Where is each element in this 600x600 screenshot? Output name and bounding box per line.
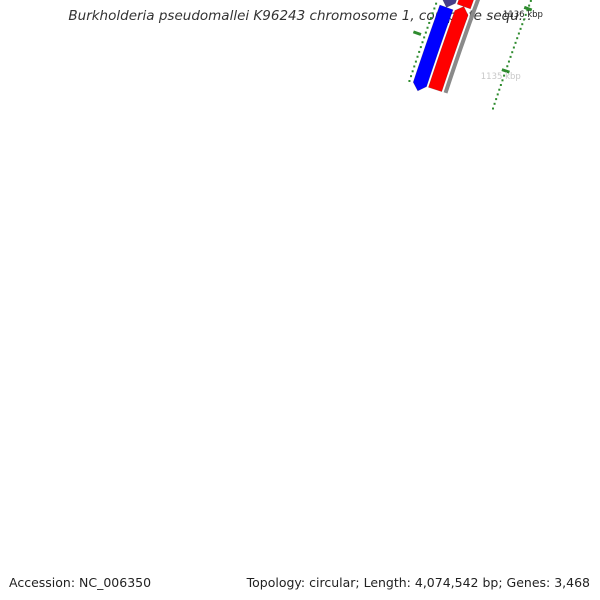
ring-dot-outer	[521, 23, 524, 26]
ring-dot-inner	[414, 60, 417, 63]
ring-dot-inner	[410, 75, 413, 78]
ring-dot-inner	[421, 41, 424, 44]
ring-dot-inner	[413, 65, 416, 68]
topology-text: Topology: circular; Length: 4,074,542 bp…	[246, 575, 590, 590]
ring-dot-outer	[528, 4, 531, 7]
ring-dot-outer	[514, 41, 517, 44]
map-title: Burkholderia pseudomallei K96243 chromos…	[68, 8, 532, 24]
ring-dot-outer	[519, 27, 522, 30]
ring-dot-inner	[431, 12, 434, 15]
ring-dot-outer	[511, 51, 514, 54]
ring-dot-inner	[423, 36, 426, 39]
tick-label: 1136 kbp	[503, 10, 543, 20]
ring-dot-inner	[435, 2, 438, 5]
ring-dot-inner	[426, 26, 429, 29]
forward-cds-block	[428, 6, 469, 93]
ring-dot-outer	[506, 65, 509, 68]
ring-dot-inner	[416, 55, 419, 58]
ring-dot-outer	[492, 107, 495, 110]
reverse-cds-block	[412, 4, 454, 92]
tick-mark-inner	[412, 30, 422, 36]
feature-tracks	[412, 0, 474, 93]
ring-dot-inner	[424, 31, 427, 34]
reverse-cds-block	[442, 0, 457, 8]
ring-dot-outer	[509, 55, 512, 58]
ring-dot-outer	[529, 0, 532, 2]
forward-cds-block	[456, 0, 474, 10]
ring-dot-outer	[516, 37, 519, 40]
tick-label: 1135 kbp	[481, 72, 521, 82]
ring-dot-inner	[408, 79, 411, 82]
ring-dot-inner	[429, 17, 432, 20]
ring-dot-outer	[522, 18, 525, 21]
accession-text: Accession: NC_006350	[9, 575, 152, 590]
ring-dot-outer	[493, 102, 496, 105]
ring-dot-inner	[419, 46, 422, 49]
ring-dot-outer	[512, 46, 515, 49]
tick-mark	[501, 68, 510, 74]
ring-dot-outer	[507, 60, 510, 63]
ring-dot-outer	[501, 79, 504, 82]
ring-dot-outer	[517, 32, 520, 35]
ring-dot-inner	[428, 21, 431, 24]
ring-dot-inner	[411, 70, 414, 73]
ring-dot-outer	[496, 93, 499, 96]
ring-dot-outer	[526, 9, 529, 12]
ring-dot-outer	[498, 88, 501, 91]
tick-mark	[523, 5, 533, 12]
ring-dot-outer	[503, 74, 506, 77]
ring-dot-outer	[524, 13, 527, 16]
ring-dot-inner	[418, 50, 421, 53]
ring-dot-outer	[495, 98, 498, 101]
ring-dot-outer	[499, 84, 502, 87]
ring-dot-inner	[433, 7, 436, 10]
